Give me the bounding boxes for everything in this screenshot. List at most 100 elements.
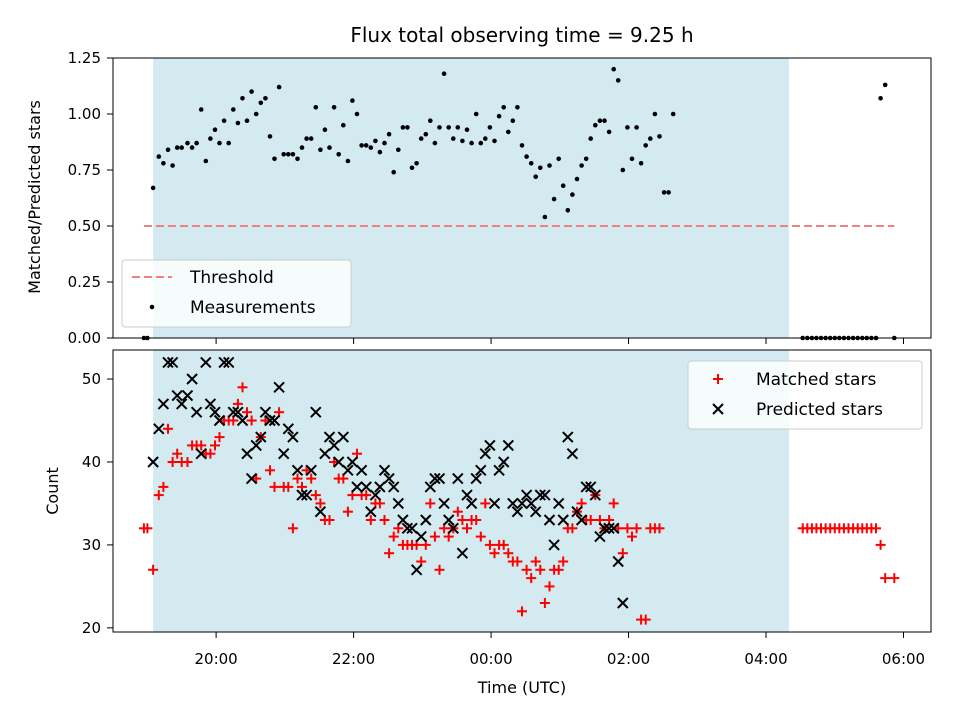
- measurement-point: [290, 152, 296, 157]
- measurement-point: [386, 131, 392, 137]
- predicted-point: [181, 389, 194, 402]
- matched-point: [471, 515, 482, 525]
- legend-matched-swatch: [713, 374, 723, 384]
- x-tick-label: 02:00: [607, 650, 650, 668]
- matched-point: [269, 481, 280, 492]
- predicted-point: [147, 456, 159, 468]
- predicted-point: [484, 439, 496, 452]
- predicted-point: [575, 514, 588, 526]
- predicted-point: [291, 464, 304, 477]
- predicted-point: [346, 456, 359, 468]
- predicted-point: [479, 447, 492, 460]
- predicted-point: [420, 514, 432, 526]
- matched-point: [342, 506, 353, 517]
- predicted-point: [580, 481, 592, 493]
- predicted-point: [617, 597, 629, 609]
- matched-point: [237, 382, 248, 393]
- measurement-point: [286, 152, 291, 157]
- bottom-x-ticks: 20:00 22:00 00:00 02:00 04:00 06:00: [194, 632, 925, 668]
- measurement-point: [464, 127, 470, 132]
- matched-point: [310, 490, 321, 501]
- predicted-point: [584, 481, 597, 493]
- matched-point: [484, 539, 495, 550]
- predicted-point: [360, 481, 372, 493]
- measurement-point: [882, 82, 888, 88]
- predicted-point: [529, 505, 542, 518]
- measurement-point: [661, 190, 667, 195]
- measurement-point: [579, 163, 584, 168]
- matched-point: [205, 448, 216, 459]
- measurement-point: [308, 136, 314, 141]
- measurement-point: [501, 105, 507, 110]
- x-axis-label: Time (UTC): [477, 678, 566, 697]
- measurement-point: [295, 156, 300, 162]
- measurement-point: [359, 143, 364, 148]
- predicted-point: [438, 497, 450, 510]
- measurement-point: [318, 147, 323, 153]
- predicted-point: [245, 472, 258, 485]
- measurement-point: [670, 111, 676, 117]
- predicted-point: [153, 423, 165, 435]
- measurement-point: [240, 96, 245, 101]
- predicted-point: [287, 431, 299, 443]
- predicted-point: [351, 481, 363, 493]
- matched-point: [480, 498, 491, 509]
- predicted-point: [314, 505, 327, 518]
- matched-point: [196, 440, 207, 451]
- predicted-point: [406, 522, 418, 535]
- matched-point: [585, 515, 596, 525]
- top-x-ticks: [215, 338, 905, 344]
- measurement-point: [414, 161, 419, 166]
- predicted-point: [310, 406, 322, 418]
- predicted-point: [342, 464, 354, 477]
- y-tick-label: 1.00: [68, 105, 101, 123]
- predicted-point: [337, 431, 350, 443]
- measurement-point: [629, 156, 635, 162]
- measurement-point: [373, 138, 378, 144]
- predicted-point: [190, 406, 203, 418]
- predicted-point: [296, 489, 308, 501]
- measurement-point: [174, 145, 180, 150]
- matched-point: [163, 423, 173, 434]
- measurement-point: [336, 152, 342, 157]
- predicted-point: [557, 514, 569, 526]
- matched-point: [875, 539, 886, 550]
- predicted-point: [589, 489, 602, 501]
- measurement-point: [496, 113, 502, 119]
- matched-point: [324, 515, 335, 525]
- measurement-point: [634, 125, 639, 130]
- measurement-point: [542, 214, 548, 220]
- matched-point: [158, 481, 169, 492]
- measurement-point: [189, 145, 195, 150]
- top-y-ticks: 0.00 0.25 0.50 0.75 1.00 1.25: [68, 49, 113, 347]
- matched-point: [153, 490, 164, 501]
- predicted-point: [200, 356, 212, 369]
- measurement-point: [510, 118, 516, 123]
- measurement-point: [487, 125, 493, 130]
- predicted-point: [328, 439, 340, 452]
- matched-point: [283, 481, 294, 492]
- measurement-point: [602, 118, 607, 123]
- predicted-point: [424, 481, 437, 493]
- measurement-point: [304, 136, 309, 141]
- top-plot-frame: [112, 57, 932, 339]
- measurement-point: [226, 140, 231, 146]
- measurement-point: [267, 134, 273, 139]
- matched-point: [521, 564, 532, 575]
- measurement-point: [212, 127, 218, 132]
- measurement-point: [574, 176, 580, 182]
- measurement-point: [538, 165, 543, 171]
- measurement-point: [441, 71, 447, 76]
- measurement-point: [354, 111, 360, 117]
- predicted-point: [502, 439, 515, 452]
- measurement-point: [428, 118, 433, 123]
- bottom-plot-frame: [112, 349, 932, 633]
- matched-point: [526, 573, 537, 584]
- measurement-point: [382, 140, 387, 146]
- measurement-point: [652, 111, 658, 117]
- measurement-point: [547, 163, 552, 168]
- predicted-point: [282, 423, 295, 435]
- measurement-point: [492, 138, 497, 144]
- predicted-point: [365, 505, 377, 518]
- measurement-point: [263, 96, 268, 101]
